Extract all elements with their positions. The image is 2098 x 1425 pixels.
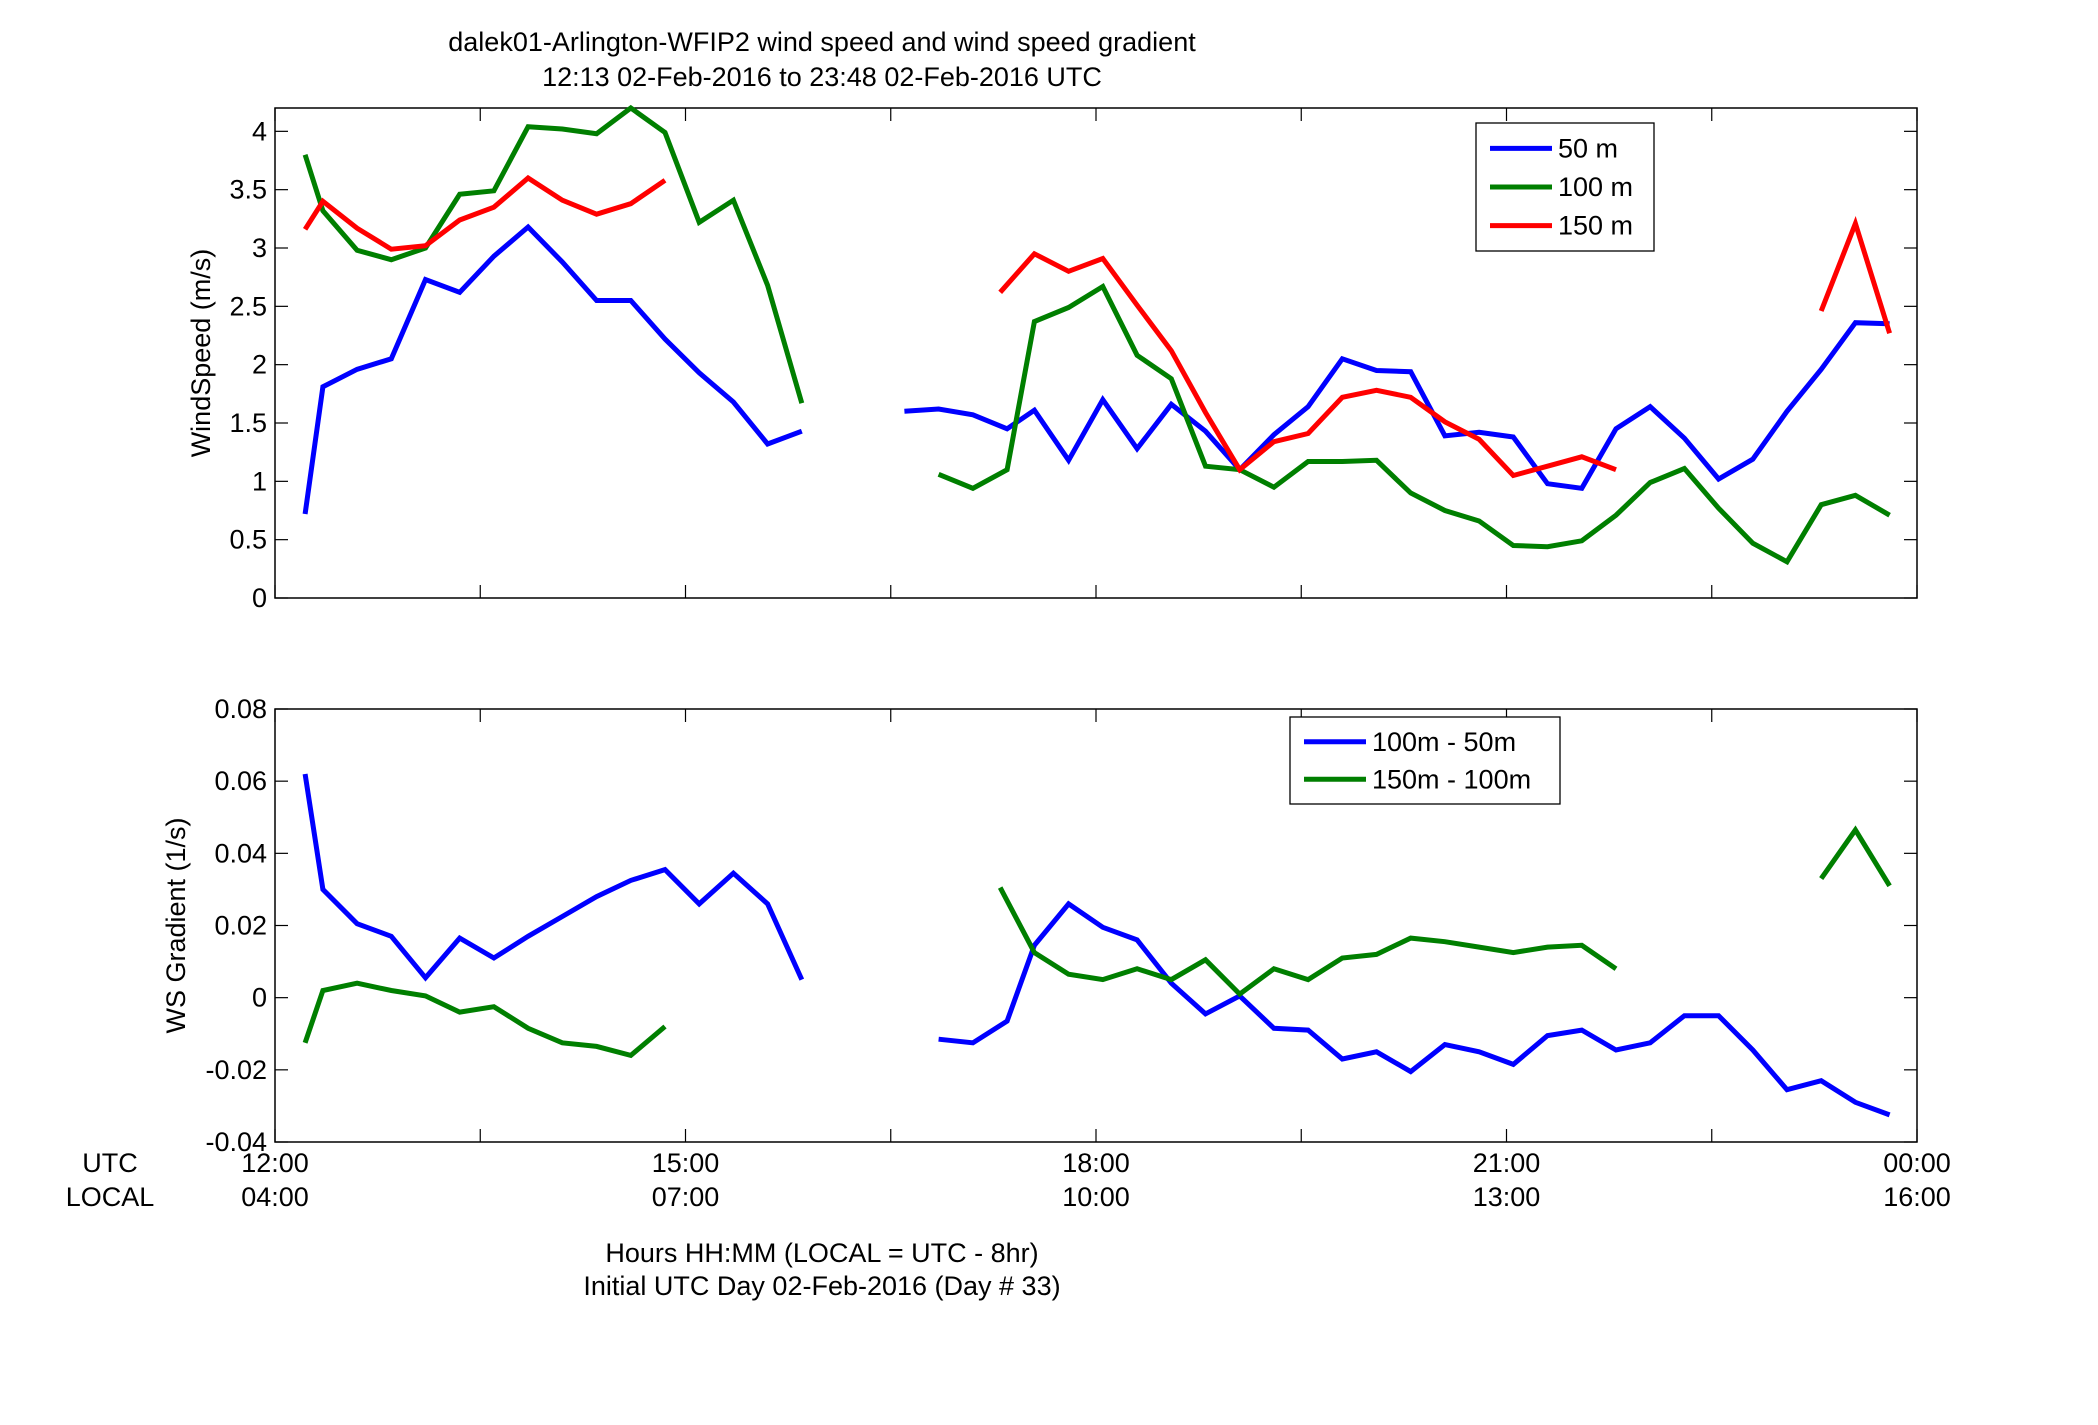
y-tick-label: 0.02	[214, 911, 267, 941]
chart-subtitle: 12:13 02-Feb-2016 to 23:48 02-Feb-2016 U…	[542, 62, 1102, 92]
y-tick-label: 1	[252, 466, 267, 496]
x-tick-label-utc: 15:00	[652, 1148, 720, 1178]
legend-label: 150m - 100m	[1372, 764, 1531, 794]
y-tick-label: 0.06	[214, 766, 267, 796]
x-tick-label-utc: 00:00	[1883, 1148, 1951, 1178]
x-tick-label-utc: 12:00	[241, 1148, 309, 1178]
legend-label: 100m - 50m	[1372, 727, 1516, 757]
legend-box	[1289, 716, 1561, 805]
y-tick-label: -0.04	[205, 1127, 267, 1157]
legend: 50 m 100 m 150 m	[1475, 122, 1655, 252]
series-line	[1819, 825, 1892, 888]
x-tick-label-local: 16:00	[1883, 1182, 1951, 1212]
chart-title: dalek01-Arlington-WFIP2 wind speed and w…	[448, 27, 1196, 57]
series-line	[937, 282, 1891, 566]
y-tick-label: 0	[252, 983, 267, 1013]
y-tick-label: 2	[252, 350, 267, 380]
y-tick-label: 4	[252, 116, 267, 146]
series-line	[998, 250, 1617, 479]
y-tick-label: 0	[252, 583, 267, 613]
x-axis-sublabel: Initial UTC Day 02-Feb-2016 (Day # 33)	[583, 1271, 1060, 1301]
x-tick-label-local: 07:00	[652, 1182, 720, 1212]
gradient-panel: -0.04 -0.02 0 0.02 0.04 0.06 0.08 WS Gradient (…	[161, 694, 1918, 1157]
legend: 100m - 50m 150m - 100m	[1289, 716, 1561, 805]
series-line	[302, 174, 667, 252]
y-tick-label: 0.5	[229, 525, 267, 555]
legend-label: 150 m	[1558, 211, 1633, 241]
series-line	[302, 223, 803, 515]
local-row-label: LOCAL	[66, 1182, 155, 1212]
series-100m-50m	[302, 773, 1891, 1118]
series-150m-100m	[302, 825, 1892, 1059]
y-tick-label: 0.08	[214, 694, 267, 724]
series-50m	[302, 223, 1890, 515]
x-tick-label-local: 13:00	[1473, 1182, 1541, 1212]
series-line	[302, 773, 805, 982]
series-100m	[302, 104, 1891, 566]
y-tick-label: 0.04	[214, 838, 267, 868]
x-tick-label-utc: 18:00	[1062, 1148, 1130, 1178]
y-tick-label: -0.02	[205, 1055, 267, 1085]
windspeed-panel: 0 0.5 1 1.5 2 2.5 3 3.5 4 WindSpeed (m/s) 50 m 100 …	[186, 104, 1918, 613]
series-line	[302, 980, 667, 1059]
series-line	[938, 900, 1891, 1118]
y-tick-label: 1.5	[229, 408, 267, 438]
series-line	[904, 320, 1890, 492]
y-axis-label: WindSpeed (m/s)	[186, 249, 216, 458]
series-line	[302, 104, 805, 404]
x-axis-label: Hours HH:MM (LOCAL = UTC - 8hr)	[605, 1238, 1038, 1268]
y-tick-label: 3.5	[229, 175, 267, 205]
x-tick-label-utc: 21:00	[1473, 1148, 1541, 1178]
y-tick-label: 2.5	[229, 291, 267, 321]
y-tick-label: 3	[252, 233, 267, 263]
legend-label: 100 m	[1558, 172, 1633, 202]
x-tick-label-local: 04:00	[241, 1182, 309, 1212]
x-tick-label-local: 10:00	[1062, 1182, 1130, 1212]
utc-row-label: UTC	[82, 1148, 138, 1178]
series-150m	[302, 174, 1892, 479]
y-axis-label: WS Gradient (1/s)	[161, 817, 191, 1033]
legend-label: 50 m	[1558, 133, 1618, 163]
series-line	[1818, 215, 1892, 334]
series-line	[997, 886, 1618, 998]
